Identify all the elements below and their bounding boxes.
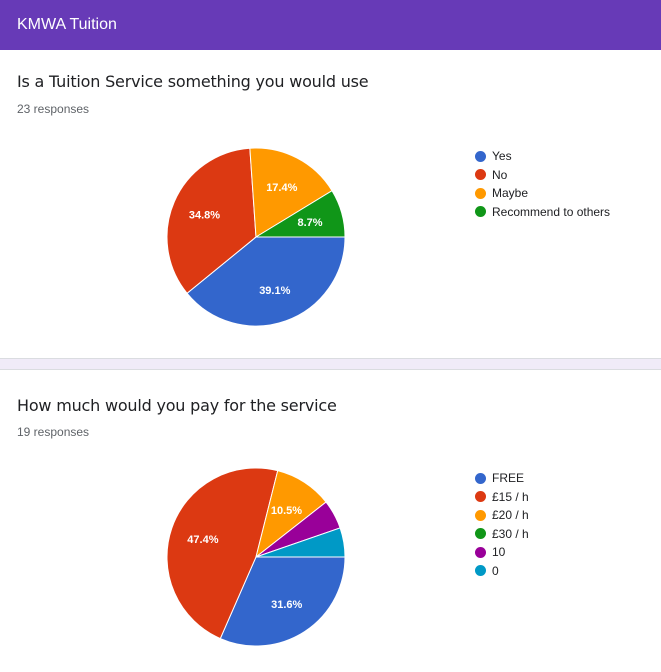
legend-swatch bbox=[475, 187, 486, 199]
legend-label: £20 / h bbox=[492, 508, 529, 523]
pie-slice-free[interactable] bbox=[219, 556, 346, 647]
pie-chart-pay: 31.6% 47.4% 10.5% bbox=[166, 467, 346, 647]
legend-item-maybe[interactable]: Maybe bbox=[475, 184, 610, 203]
slice-label-recommend-to-others: 8.7% bbox=[297, 217, 322, 229]
slice-label-no: 34.8% bbox=[189, 210, 220, 222]
app-title: KMWA Tuition bbox=[17, 16, 117, 33]
pie-slice-yes[interactable] bbox=[186, 236, 346, 327]
pie-slice-0[interactable] bbox=[255, 527, 346, 558]
legend-label: No bbox=[492, 167, 508, 182]
legend-item-yes[interactable]: Yes bbox=[475, 147, 610, 166]
slice-label-free: 31.6% bbox=[271, 599, 302, 611]
legend-label: Yes bbox=[492, 149, 512, 164]
section-divider bbox=[0, 358, 661, 370]
legend-item-20-h[interactable]: £20 / h bbox=[475, 506, 529, 525]
legend-swatch bbox=[475, 509, 486, 521]
legend-label: FREE bbox=[492, 471, 525, 486]
legend-swatch bbox=[475, 565, 486, 577]
legend-label: Recommend to others bbox=[492, 204, 611, 219]
pie-slice-recommend-to-others[interactable] bbox=[254, 190, 346, 238]
legend-swatch bbox=[475, 546, 486, 558]
response-count: 23 responses bbox=[17, 102, 90, 116]
pie-slice-maybe[interactable] bbox=[249, 147, 333, 238]
legend-swatch bbox=[475, 169, 486, 181]
legend-swatch bbox=[475, 206, 486, 218]
pie-slice-no[interactable] bbox=[166, 147, 257, 295]
pie-chart-tuition-use: 39.1% 34.8% 17.4% 8.7% bbox=[166, 147, 346, 327]
legend-label: £15 / h bbox=[492, 489, 529, 504]
legend-item-0[interactable]: 0 bbox=[475, 562, 529, 581]
legend-item-30-h[interactable]: £30 / h bbox=[475, 525, 529, 544]
question-card-pay: How much would you pay for the service 1… bbox=[0, 370, 661, 672]
response-count: 19 responses bbox=[17, 425, 90, 439]
legend-item-free[interactable]: FREE bbox=[475, 469, 529, 488]
legend-label: Maybe bbox=[492, 186, 529, 201]
app-header: KMWA Tuition bbox=[0, 0, 661, 50]
slice-label-20-h: 10.5% bbox=[271, 505, 302, 517]
legend-item-10[interactable]: 10 bbox=[475, 543, 529, 562]
legend-item-no[interactable]: No bbox=[475, 166, 610, 185]
legend-label: £30 / h bbox=[492, 526, 529, 541]
legend-swatch bbox=[475, 528, 486, 540]
slice-label-yes: 39.1% bbox=[259, 285, 290, 297]
legend-label: 0 bbox=[492, 563, 499, 578]
chart-legend: Yes No Maybe Recommend to others bbox=[475, 147, 610, 221]
legend-swatch bbox=[475, 491, 486, 503]
question-card-tuition-use: Is a Tuition Service something you would… bbox=[0, 50, 661, 358]
question-title: How much would you pay for the service bbox=[17, 396, 337, 415]
legend-swatch bbox=[475, 150, 486, 162]
slice-label-15-h: 47.4% bbox=[187, 534, 218, 546]
legend-label: 10 bbox=[492, 545, 506, 560]
legend-item-recommend-to-others[interactable]: Recommend to others bbox=[475, 203, 610, 222]
slice-label-maybe: 17.4% bbox=[266, 182, 297, 194]
chart-legend: FREE £15 / h £20 / h £30 / h 10 0 bbox=[475, 469, 529, 580]
legend-swatch bbox=[475, 472, 486, 484]
question-title: Is a Tuition Service something you would… bbox=[17, 72, 369, 91]
pie-slice-15-h[interactable] bbox=[166, 467, 279, 640]
legend-item-15-h[interactable]: £15 / h bbox=[475, 488, 529, 507]
